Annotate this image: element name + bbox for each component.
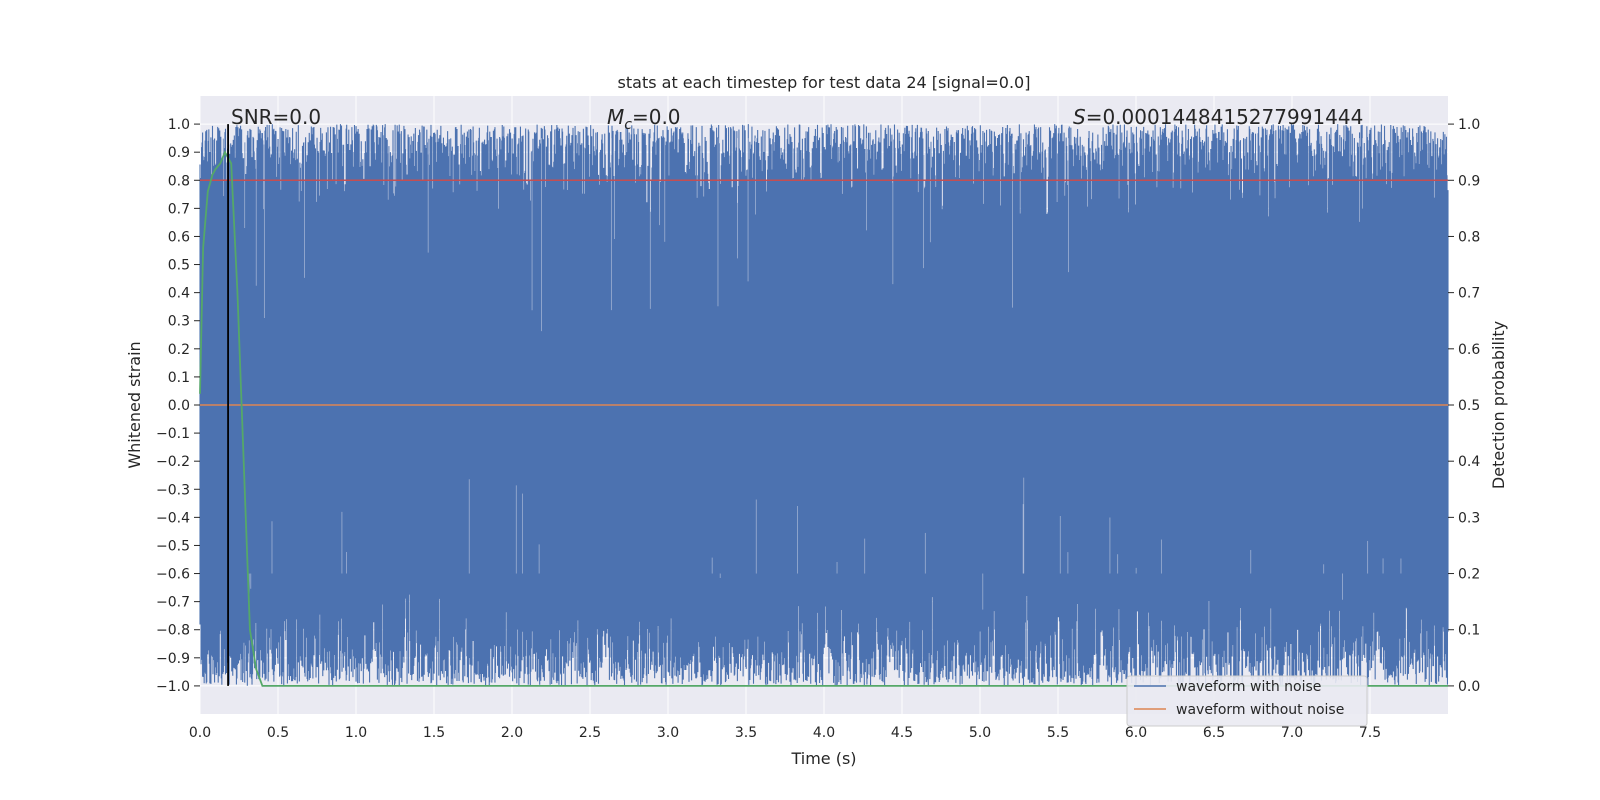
x-tick-label: 7.0 xyxy=(1281,725,1303,741)
x-tick-label: 2.5 xyxy=(579,725,601,741)
x-tick-label: 4.5 xyxy=(891,725,913,741)
y-left-tick-label: 0.7 xyxy=(168,201,190,217)
x-tick-label: 2.0 xyxy=(501,725,523,741)
y-left-tick-label: −0.6 xyxy=(156,567,190,583)
legend: waveform with noise waveform without noi… xyxy=(1126,675,1368,727)
y-right-axis-label: Detection probability xyxy=(1489,321,1508,489)
y-left-tick-label: −0.7 xyxy=(156,595,190,611)
y-right-tick-label: 0.5 xyxy=(1458,398,1480,414)
x-tick-label: 6.5 xyxy=(1203,725,1225,741)
y-right-tick-label: 0.0 xyxy=(1458,679,1480,695)
x-tick-label: 1.5 xyxy=(423,725,445,741)
s-value: =0.0001448415277991444 xyxy=(1086,105,1364,129)
y-right-tick-label: 0.4 xyxy=(1458,454,1480,470)
y-left-tick-label: −0.5 xyxy=(156,538,190,554)
mc-subscript: c xyxy=(624,117,632,133)
y-left-tick-label: −0.9 xyxy=(156,651,190,667)
y-left-tick-label: 0.9 xyxy=(168,145,190,161)
y-left-tick-label: −0.8 xyxy=(156,623,190,639)
snr-annotation: SNR=0.0 xyxy=(231,105,321,129)
legend-label-noise: waveform with noise xyxy=(1176,679,1321,695)
x-tick-label: 0.5 xyxy=(267,725,289,741)
x-tick-label: 1.0 xyxy=(345,725,367,741)
x-tick-label: 6.0 xyxy=(1125,725,1147,741)
line-series-layer xyxy=(199,150,1448,687)
mc-symbol: M xyxy=(607,105,624,129)
y-left-tick-label: 0.2 xyxy=(168,342,190,358)
x-tick-label: 3.5 xyxy=(735,725,757,741)
y-left-tick-label: 0.1 xyxy=(168,370,190,386)
x-tick-labels: 0.0 0.5 1.0 1.5 2.0 2.5 3.0 3.5 4.0 4.5 5.0 5.5 6.0 6… xyxy=(189,725,1381,741)
s-annotation: S=0.0001448415277991444 xyxy=(1073,105,1363,129)
noise-waveform-path xyxy=(199,124,1449,686)
y-right-tick-labels: 1.0 0.9 0.8 0.7 0.6 0.5 0.4 0.3 0.2 0.1 0.0 xyxy=(1448,117,1480,695)
x-tick-label: 5.0 xyxy=(969,725,991,741)
y-left-tick-label: 0.3 xyxy=(168,314,190,330)
y-left-tick-label: 1.0 xyxy=(168,117,190,133)
y-left-tick-labels: 1.0 0.9 0.8 0.7 0.6 0.5 0.4 0.3 0.2 0.1 0.0 −0.1 −0.… xyxy=(156,117,200,695)
x-tick-label: 7.5 xyxy=(1359,725,1381,741)
y-right-tick-label: 0.1 xyxy=(1458,623,1480,639)
x-tick-label: 0.0 xyxy=(189,725,211,741)
y-right-tick-label: 0.2 xyxy=(1458,567,1480,583)
y-left-tick-label: −1.0 xyxy=(156,679,190,695)
y-left-tick-label: 0.6 xyxy=(168,229,190,245)
y-left-tick-label: −0.3 xyxy=(156,482,190,498)
mc-annotation: Mc=0.0 xyxy=(607,105,681,133)
y-left-tick-label: 0.0 xyxy=(168,398,190,414)
y-right-tick-label: 0.6 xyxy=(1458,342,1480,358)
x-axis-label: Time (s) xyxy=(790,749,856,768)
y-left-tick-label: 0.4 xyxy=(168,286,190,302)
y-left-tick-label: 0.8 xyxy=(168,173,190,189)
chart-title: stats at each timestep for test data 24 … xyxy=(618,73,1031,92)
y-right-tick-label: 0.8 xyxy=(1458,229,1480,245)
detection-probability-line xyxy=(199,150,1448,687)
x-tick-label: 3.0 xyxy=(657,725,679,741)
x-tick-label: 4.0 xyxy=(813,725,835,741)
y-right-tick-label: 0.7 xyxy=(1458,286,1480,302)
y-left-tick-label: −0.1 xyxy=(156,426,190,442)
legend-box xyxy=(1126,675,1368,727)
x-tick-label: 5.5 xyxy=(1047,725,1069,741)
y-left-tick-label: −0.2 xyxy=(156,454,190,470)
y-right-tick-label: 0.3 xyxy=(1458,510,1480,526)
s-symbol: S xyxy=(1073,105,1086,129)
y-left-tick-label: 0.5 xyxy=(168,258,190,274)
legend-label-clean: waveform without noise xyxy=(1176,702,1344,718)
y-left-axis-label: Whitened strain xyxy=(125,341,144,468)
y-right-tick-label: 1.0 xyxy=(1458,117,1480,133)
mc-value: =0.0 xyxy=(632,105,681,129)
y-right-tick-label: 0.9 xyxy=(1458,173,1480,189)
y-left-tick-label: −0.4 xyxy=(156,510,190,526)
